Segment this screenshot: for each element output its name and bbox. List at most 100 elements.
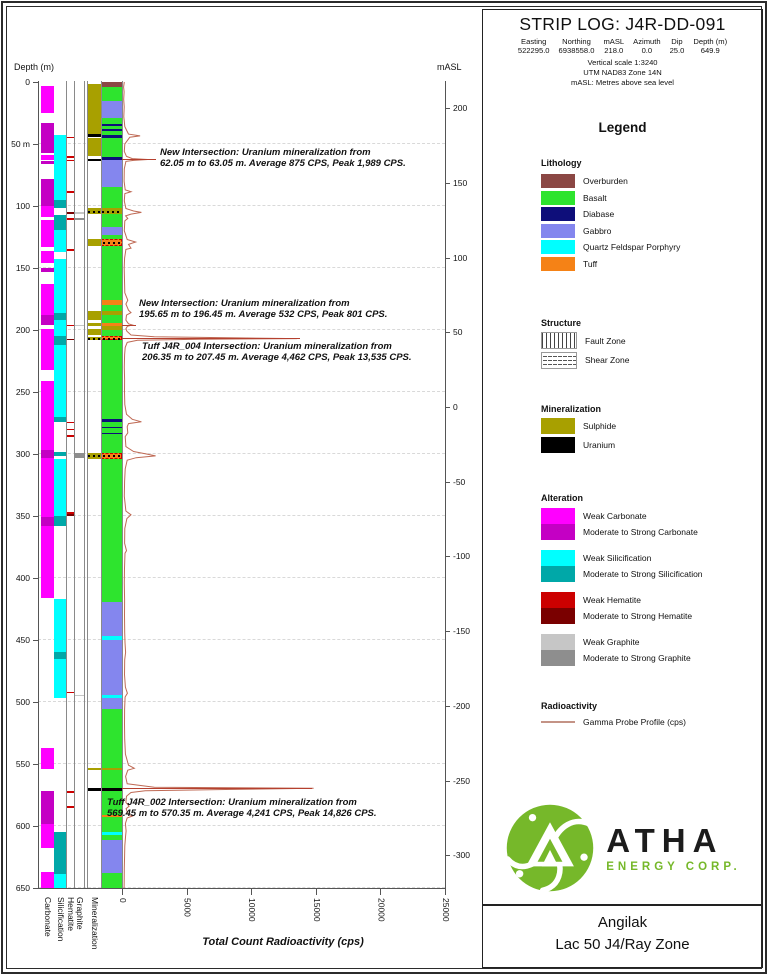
depth-tick [33, 144, 38, 145]
legend-row-sulphide: Sulphide [541, 418, 616, 434]
column-boundary [122, 81, 123, 888]
depth-tick [33, 578, 38, 579]
gridline-200m [38, 329, 445, 330]
mineralization-heading: Mineralization [541, 404, 602, 414]
hematite-interval [66, 429, 74, 431]
silicification-interval [53, 229, 66, 252]
carbonate-interval [41, 328, 54, 370]
mineralization-interval [87, 322, 101, 327]
legend-row-gabbro-label: Gabbro [583, 225, 612, 236]
masl-tick-label: -250 [453, 775, 471, 786]
radioactivity-tick-label: 10000 [247, 898, 258, 922]
alteration-labels: Weak Graphite Moderate to Strong Graphite [583, 634, 691, 666]
radioactivity-tick-label: 20000 [376, 898, 387, 922]
depth-tick-label: 100 [15, 201, 30, 211]
silicification-interval [53, 214, 66, 230]
depth-tick [33, 764, 38, 765]
silicification-interval [53, 336, 66, 345]
lithology-interval [101, 157, 122, 161]
column-label-mineralization: Mineralization [90, 897, 100, 950]
intersection-annotation: Tuff J4R_004 Intersection: Uranium miner… [142, 341, 452, 365]
gridline-550m [38, 763, 445, 764]
field-label: Dip [671, 37, 683, 46]
gridline-350m [38, 515, 445, 516]
strong-label: Moderate to Strong Silicification [583, 569, 703, 579]
depth-axis-line [38, 81, 39, 889]
lithology-interval [101, 426, 122, 428]
lithology-interval [101, 601, 122, 637]
lithology-interval [101, 636, 122, 640]
scale-note: mASL: Metres above sea level [571, 78, 674, 87]
column-boundary [66, 81, 67, 888]
lithology-interval [101, 208, 122, 215]
uranium-dash-overlay [88, 210, 100, 213]
depth-tick [33, 206, 38, 207]
lithology-interval [101, 832, 122, 835]
legend-title: Legend [598, 120, 647, 135]
lithology-interval [101, 234, 122, 240]
weak-swatch [541, 634, 575, 650]
atha-logo-icon [505, 804, 594, 894]
gridline-50m [38, 143, 445, 144]
legend-row-overburden-label: Overburden [583, 176, 628, 186]
carbonate-interval [41, 85, 54, 113]
lithology-interval [101, 698, 122, 710]
collar-fields: Easting 522295.0 Northing 6938558.0 mASL 218.… [483, 37, 762, 55]
legend-panel: STRIP LOG: J4R-DD-091 Easting 522295.0 Nor… [482, 9, 763, 905]
masl-tick [445, 481, 450, 483]
silicification-interval [53, 451, 66, 457]
field-value: 25.0 [669, 46, 685, 55]
hematite-interval [66, 136, 74, 139]
depth-axis-title: Depth (m) [14, 62, 55, 72]
hematite-interval [66, 514, 74, 516]
legend-row-overburden-swatch [541, 174, 575, 188]
strong-swatch [541, 608, 575, 624]
radioactivity-tick [380, 889, 382, 895]
lithology-interval [101, 214, 122, 228]
depth-tick-label: 600 [15, 821, 30, 831]
alteration-swatches [541, 634, 575, 666]
depth-tick-label: 150 [15, 263, 30, 273]
carbonate-interval [41, 747, 54, 769]
legend-row-quartz-feldspar-porphyry-label: Quartz Feldspar Porphyry [583, 242, 681, 252]
legend-row-sulphide-swatch [541, 418, 575, 434]
depth-tick-label: 550 [15, 759, 30, 769]
column-label-carbonate: Carbonate [43, 897, 54, 937]
masl-tick-label: -200 [453, 700, 471, 711]
alteration-labels: Weak Carbonate Moderate to Strong Carbona… [583, 508, 698, 540]
field-value: 522295.0 [517, 46, 550, 55]
lithology-interval [101, 834, 122, 840]
lithology-interval [101, 311, 122, 316]
depth-tick [33, 454, 38, 455]
carbonate-interval [41, 250, 54, 264]
lithology-interval [101, 245, 122, 301]
collar-field-dip: Dip 25.0 [670, 37, 685, 55]
weak-label: Weak Carbonate [583, 511, 647, 521]
field-label: mASL [603, 37, 625, 46]
silicification-interval [53, 312, 66, 321]
carbonate-interval [41, 160, 54, 164]
depth-tick [33, 702, 38, 703]
gridline-150m [38, 267, 445, 268]
scale-notes: Vertical scale 1:3240 UTM NAD83 Zone 14N… [483, 58, 762, 88]
column-boundary [87, 81, 88, 888]
legend-row-basalt-swatch [541, 190, 575, 205]
lithology-interval [101, 817, 122, 833]
gridline-650m [38, 887, 445, 888]
depth-tick-label: 400 [15, 573, 30, 583]
lithology-interval [101, 160, 122, 188]
scale-note: Vertical scale 1:3240 [587, 58, 658, 67]
annotation-line: Tuff J4R_004 Intersection: Uranium miner… [142, 341, 392, 352]
column-label-graphite: Graphite [75, 897, 85, 930]
fault-zone-label: Fault Zone [585, 335, 626, 346]
column-label-silicification: Silicification [55, 897, 66, 942]
gamma-profile-line [123, 81, 314, 889]
alteration-labels: Weak Silicification Moderate to Strong Si… [583, 550, 703, 582]
field-label: Northing [562, 37, 591, 46]
hematite-interval [66, 212, 74, 215]
graphite-interval [74, 218, 84, 220]
lithology-legend-rows: Overburden Basalt Diabase Gabbro Quartz Feld… [541, 174, 680, 273]
hematite-interval [66, 191, 74, 193]
gamma-profile-label: Gamma Probe Profile (cps) [583, 717, 686, 727]
annotation-leader-line [122, 159, 156, 160]
